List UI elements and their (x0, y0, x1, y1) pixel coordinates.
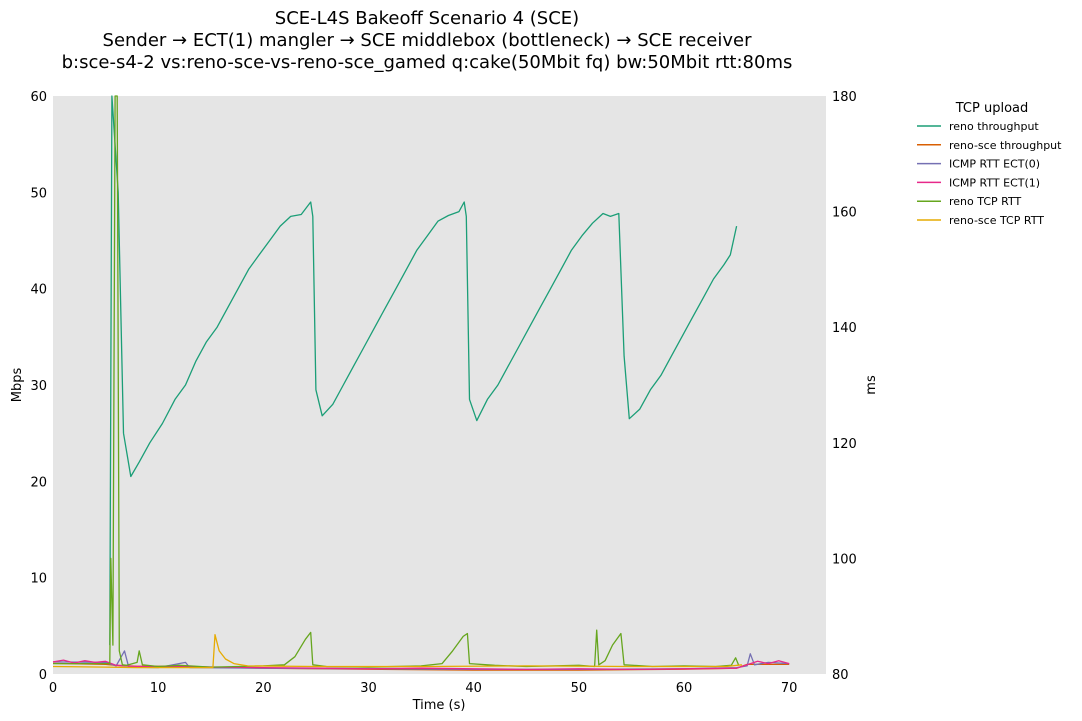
y-right-tick-label: 160 (832, 206, 857, 221)
x-tick-label: 50 (571, 681, 588, 696)
y-axis-left-label: Mbps (10, 368, 25, 403)
x-tick-label: 30 (360, 681, 377, 696)
y-right-tick-label: 180 (832, 90, 857, 105)
chart-title-line-1: SCE-L4S Bakeoff Scenario 4 (SCE) (275, 8, 579, 29)
x-tick-label: 20 (255, 681, 272, 696)
legend-label-4: ICMP RTT ECT(1) (949, 176, 1040, 189)
plot-area (53, 96, 826, 674)
y-right-tick-label: 120 (832, 437, 857, 452)
legend-items: reno throughput reno-sce throughput ICMP R… (917, 120, 1062, 227)
y-axis-left-ticks: 0 10 20 30 40 50 60 (30, 90, 47, 683)
x-tick-label: 40 (465, 681, 482, 696)
y-left-tick-label: 20 (30, 475, 47, 490)
x-tick-label: 60 (676, 681, 693, 696)
legend-label-5: reno TCP RTT (949, 195, 1022, 208)
y-axis-right-label: ms (864, 375, 879, 395)
y-axis-right-ticks: 80 100 120 140 160 180 (832, 90, 857, 683)
series-layer (52, 95, 790, 671)
y-right-tick-label: 80 (832, 668, 849, 683)
chart-title-line-3: b:sce-s4-2 vs:reno-sce-vs-reno-sce_gamed… (62, 52, 793, 73)
x-axis-label: Time (s) (412, 698, 466, 713)
series-line-4 (52, 659, 790, 671)
y-left-tick-label: 50 (30, 186, 47, 201)
chart-title: SCE-L4S Bakeoff Scenario 4 (SCE) Sender … (62, 8, 793, 73)
x-axis-ticks: 0 10 20 30 40 50 60 70 (49, 681, 798, 696)
y-left-tick-label: 10 (30, 572, 47, 587)
x-tick-label: 70 (781, 681, 798, 696)
y-left-tick-label: 40 (30, 283, 47, 298)
legend-title: TCP upload (955, 101, 1029, 116)
x-tick-label: 10 (150, 681, 167, 696)
series-line-6 (52, 634, 742, 669)
series-line-1 (109, 95, 738, 646)
legend-label-3: ICMP RTT ECT(0) (949, 158, 1040, 171)
y-right-tick-label: 140 (832, 321, 857, 336)
legend-label-2: reno-sce throughput (949, 139, 1062, 152)
y-right-tick-label: 100 (832, 552, 857, 567)
x-tick-label: 0 (49, 681, 57, 696)
legend: TCP upload reno throughput reno-sce throu… (917, 101, 1062, 227)
legend-label-6: reno-sce TCP RTT (949, 214, 1044, 227)
legend-label-1: reno throughput (949, 120, 1039, 133)
y-left-tick-label: 60 (30, 90, 47, 105)
y-left-tick-label: 0 (39, 668, 47, 683)
chart-title-line-2: Sender → ECT(1) mangler → SCE middlebox … (103, 30, 753, 51)
y-left-tick-label: 30 (30, 379, 47, 394)
